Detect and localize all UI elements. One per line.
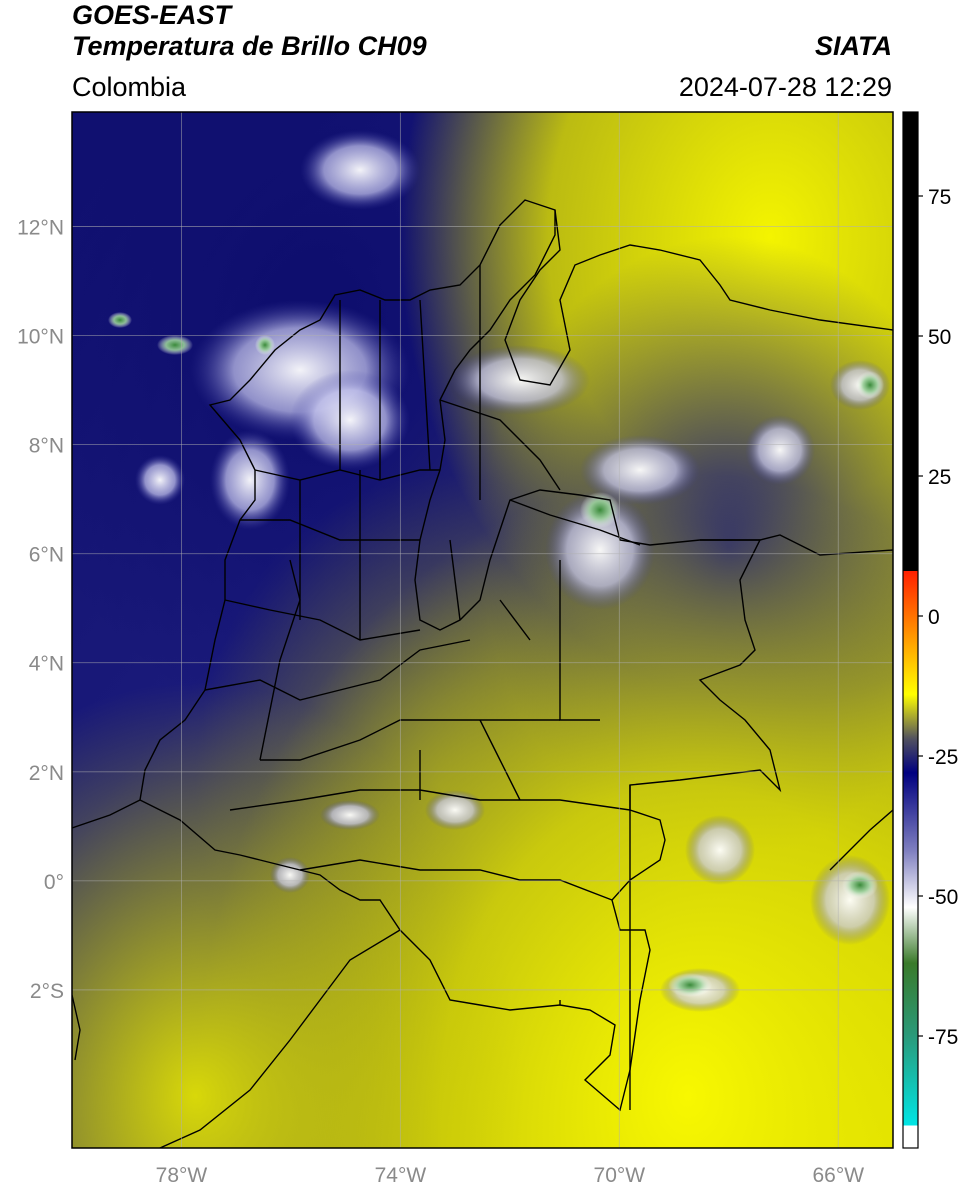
colorbar-tick-label: -75	[928, 1026, 958, 1049]
colorbar-bar	[903, 112, 918, 1148]
longitude-tick-label: 66°W	[812, 1164, 864, 1187]
timestamp-label: 2024-07-28 12:29	[678, 72, 892, 102]
colorbar-tick-label: -25	[928, 746, 958, 769]
brightness-temperature-field	[72, 112, 893, 1148]
colorbar-tick-label: 75	[928, 186, 951, 209]
colorbar-tick-label: -50	[928, 886, 958, 909]
colorbar-tick-label: 50	[928, 326, 951, 349]
colorbar-tick-label: 0	[928, 606, 940, 629]
latitude-tick-label: 2°S	[30, 980, 64, 1003]
region-label: Colombia	[72, 72, 187, 102]
organization-label: SIATA	[815, 31, 892, 61]
latitude-tick-label: 10°N	[17, 326, 64, 349]
colorbar-tick-label: 25	[928, 466, 951, 489]
product-title: Temperatura de Brillo CH09	[72, 31, 427, 61]
latitude-tick-label: 12°N	[17, 217, 64, 240]
map-frame	[71, 111, 894, 1149]
longitude-tick-label: 78°W	[156, 1164, 208, 1187]
latitude-tick-label: 6°N	[29, 544, 64, 567]
latitude-tick-label: 2°N	[29, 762, 64, 785]
latitude-tick-label: 0°	[44, 871, 64, 894]
satellite-title: GOES-EAST	[72, 0, 232, 30]
country-borders	[72, 199, 893, 1148]
colorbar-ticks: 75 50 25 0 -25 -50 -75	[918, 186, 958, 1049]
colorbar-frame	[902, 111, 919, 1149]
latitude-tick-labels: 12°N 10°N 8°N 6°N 4°N 2°N 0° 2°S	[17, 217, 64, 1003]
gridlines	[72, 112, 893, 1148]
colorbar: 75 50 25 0 -25 -50 -75	[902, 111, 958, 1149]
longitude-tick-label: 70°W	[594, 1164, 646, 1187]
longitude-tick-labels: 78°W 74°W 70°W 66°W	[156, 1164, 865, 1187]
longitude-tick-label: 74°W	[375, 1164, 427, 1187]
latitude-tick-label: 8°N	[29, 435, 64, 458]
latitude-tick-label: 4°N	[29, 653, 64, 676]
